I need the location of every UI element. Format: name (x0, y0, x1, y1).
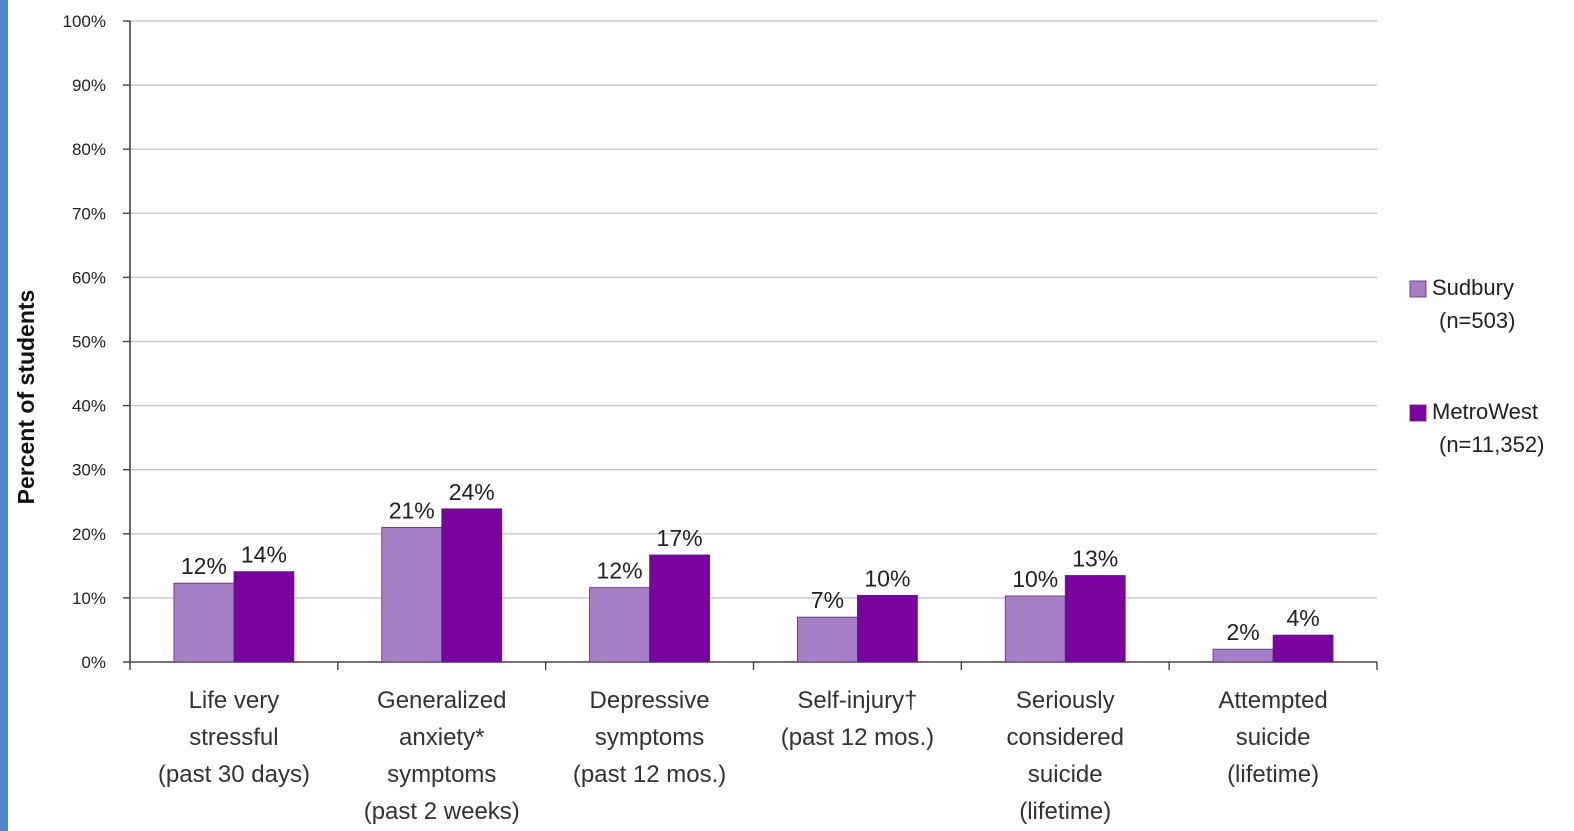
gridlines (130, 20, 1377, 599)
legend-swatch-0 (1409, 280, 1427, 298)
bar-s0-c2 (589, 587, 650, 663)
category-label-line-5-2: (lifetime) (1227, 761, 1319, 788)
bar-s0-c0 (173, 582, 235, 663)
category-label-line-0-2: (past 30 days) (158, 761, 310, 788)
category-label-line-0-0: Life very (189, 687, 280, 714)
y-tick-label-90: 90% (72, 76, 106, 95)
data-label-s1-c4: 13% (1072, 545, 1118, 571)
bar-s0-c3 (797, 616, 858, 663)
category-label-line-4-0: Seriously (1016, 687, 1115, 714)
y-axis-tick-labels: 0% 10% 20% 30% 40% 50% 60% 70% 80% 90% 100% (63, 12, 106, 672)
bars (173, 508, 1334, 663)
data-label-s1-c3: 10% (864, 565, 910, 591)
legend: Sudbury (n=503) MetroWest (n=11,352) (1409, 275, 1544, 457)
legend-label-line-0-0: Sudbury (1432, 275, 1514, 300)
category-label-1: Generalized anxiety* symptoms (past 2 weeks… (364, 687, 520, 825)
axes (123, 20, 1378, 670)
bar-s1-c5 (1272, 634, 1334, 663)
data-label-s0-c3: 7% (811, 587, 844, 613)
y-axis-label: Percent of students (13, 290, 39, 505)
data-label-s1-c1: 24% (449, 479, 495, 505)
y-tick-label-50: 50% (72, 333, 106, 352)
category-label-line-2-1: symptoms (595, 724, 704, 751)
category-label-line-5-0: Attempted (1218, 687, 1327, 714)
category-label-line-4-1: considered (1007, 724, 1124, 751)
y-tick-label-80: 80% (72, 140, 106, 159)
category-label-5: Attempted suicide (lifetime) (1218, 687, 1327, 788)
category-label-line-3-0: Self-injury† (797, 687, 917, 714)
legend-swatch-1 (1409, 404, 1427, 422)
legend-label-line-1-0: MetroWest (1432, 399, 1538, 424)
x-axis-category-labels: Life very stressful (past 30 days) Generali… (158, 687, 1328, 825)
category-label-line-1-0: Generalized (377, 687, 506, 714)
category-label-4: Seriously considered suicide (lifetime) (1007, 687, 1124, 825)
y-tick-label-70: 70% (72, 204, 106, 223)
category-label-line-1-1: anxiety* (399, 724, 484, 751)
data-label-s0-c2: 12% (597, 558, 643, 584)
data-label-s0-c1: 21% (389, 497, 435, 523)
category-label-line-1-3: (past 2 weeks) (364, 798, 520, 825)
category-label-line-1-2: symptoms (387, 761, 496, 788)
data-label-s0-c5: 2% (1226, 619, 1259, 645)
data-label-s0-c0: 12% (181, 553, 227, 579)
legend-label-line-0-1: (n=503) (1439, 308, 1515, 333)
category-label-line-0-1: stressful (189, 724, 278, 751)
y-tick-label-30: 30% (72, 461, 106, 480)
data-label-s1-c0: 14% (241, 542, 287, 568)
category-label-2: Depressive symptoms (past 12 mos.) (573, 687, 726, 788)
bar-s0-c1 (381, 526, 443, 663)
y-tick-label-100: 100% (63, 12, 106, 31)
category-label-line-2-2: (past 12 mos.) (573, 761, 726, 788)
y-tick-label-60: 60% (72, 268, 106, 287)
y-tick-label-0: 0% (81, 653, 106, 672)
category-label-3: Self-injury† (past 12 mos.) (781, 687, 934, 751)
data-label-s1-c2: 17% (657, 525, 703, 551)
legend-label-1: MetroWest (n=11,352) (1432, 399, 1544, 457)
category-label-0: Life very stressful (past 30 days) (158, 687, 310, 788)
legend-label-0: Sudbury (n=503) (1432, 275, 1515, 333)
legend-label-line-1-1: (n=11,352) (1439, 432, 1544, 457)
window-frame-left (0, 0, 8, 831)
bar-s1-c2 (649, 554, 710, 663)
bar-s1-c0 (233, 571, 295, 663)
category-label-line-4-3: (lifetime) (1019, 798, 1111, 825)
y-tick-label-10: 10% (72, 589, 106, 608)
category-label-line-2-0: Depressive (590, 687, 710, 714)
bar-s1-c4 (1064, 575, 1126, 663)
category-label-line-3-1: (past 12 mos.) (781, 724, 934, 751)
bar-s0-c5 (1212, 648, 1274, 663)
y-tick-label-20: 20% (72, 525, 106, 544)
data-label-s0-c4: 10% (1012, 566, 1058, 592)
bar-s1-c1 (441, 508, 503, 663)
data-labels: 12% 14% 21% 24% 12% 17% 7% 10% 10% 13% 2% 4% (181, 479, 1320, 645)
bar-s0-c4 (1004, 595, 1066, 663)
y-tick-label-40: 40% (72, 397, 106, 416)
data-label-s1-c5: 4% (1286, 605, 1319, 631)
bar-s1-c3 (857, 594, 918, 663)
category-label-line-4-2: suicide (1028, 761, 1103, 788)
category-label-line-5-1: suicide (1236, 724, 1311, 751)
